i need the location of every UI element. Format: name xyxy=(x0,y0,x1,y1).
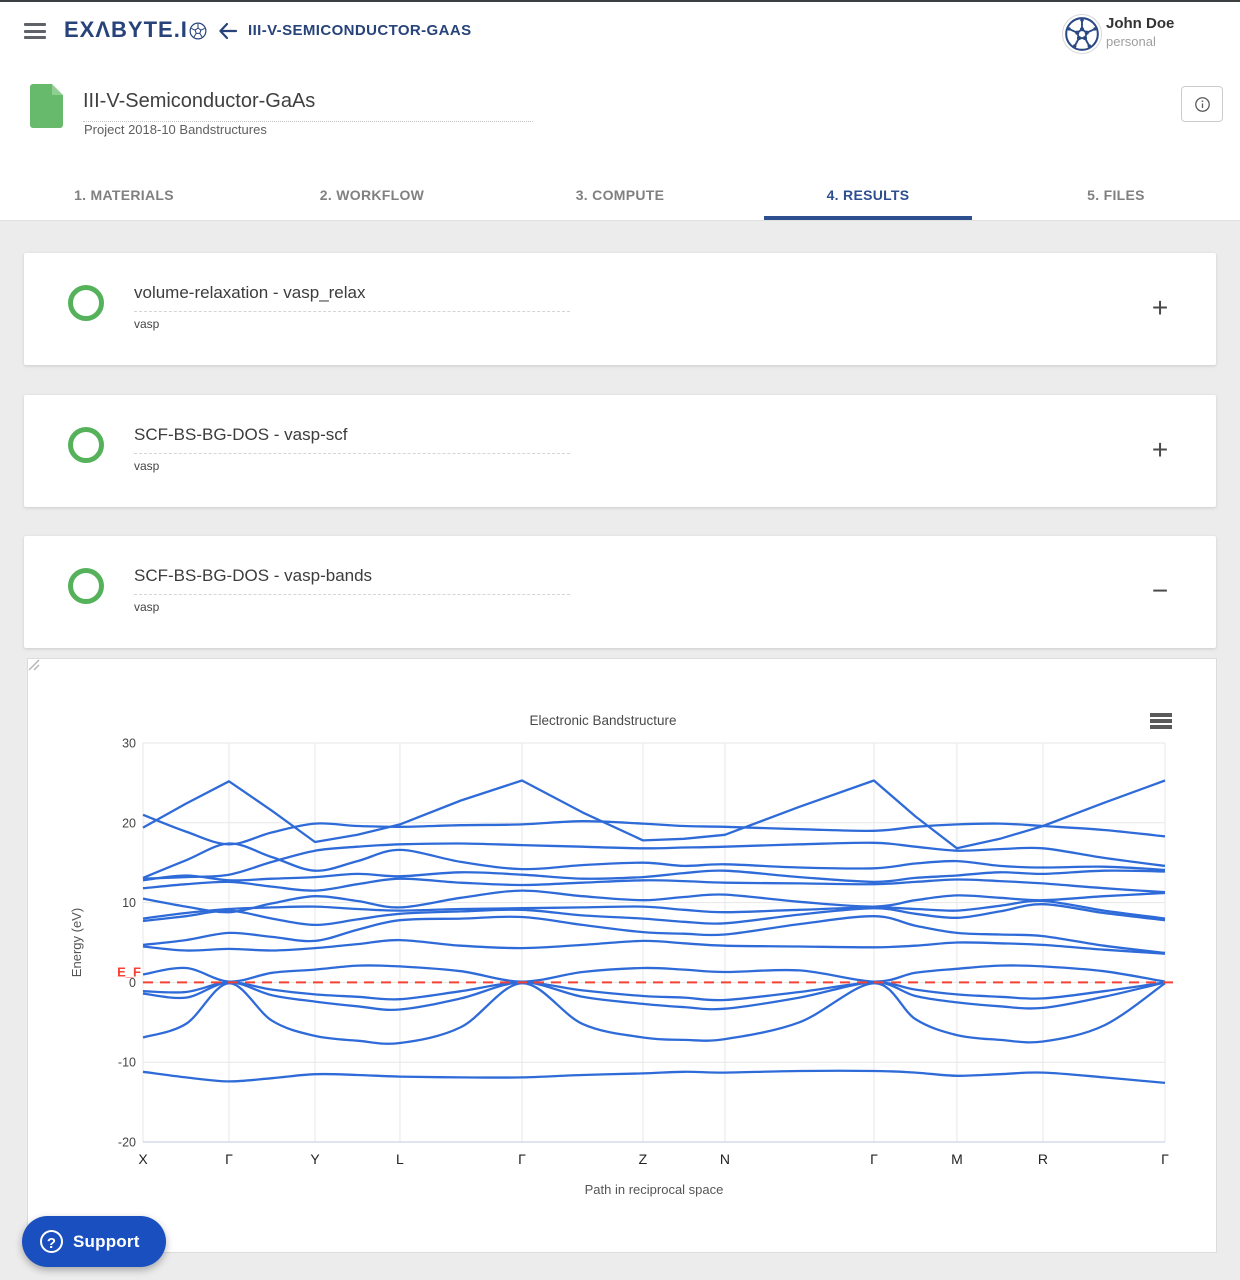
x-tick-label: X xyxy=(138,1151,148,1167)
card-subtitle: vasp xyxy=(134,317,160,331)
breadcrumb: III-V-SEMICONDUCTOR-GAAS xyxy=(248,22,472,39)
tab-files[interactable]: 5. FILES xyxy=(1087,187,1145,203)
y-tick-label: 30 xyxy=(122,737,136,751)
band-3 xyxy=(142,981,1166,1011)
info-button[interactable] xyxy=(1181,86,1223,122)
y-tick-label: 20 xyxy=(122,816,136,830)
card-title: volume-relaxation - vasp_relax xyxy=(134,283,570,312)
status-circle-icon xyxy=(68,285,104,321)
chart-title: Electronic Bandstructure xyxy=(529,713,676,728)
menu-icon[interactable] xyxy=(24,23,46,39)
logo[interactable]: EXΛBYTE.I xyxy=(64,17,207,46)
band-15 xyxy=(142,813,1166,846)
logo-ball-icon xyxy=(189,20,207,46)
band-12 xyxy=(142,869,1166,884)
band-7 xyxy=(142,915,1166,955)
page-title: III-V-Semiconductor-GaAs xyxy=(83,90,533,122)
tab-materials[interactable]: 1. MATERIALS xyxy=(74,187,174,203)
card-title: SCF-BS-BG-DOS - vasp-bands xyxy=(134,566,570,595)
y-tick-label: 0 xyxy=(129,976,136,990)
collapse-button[interactable]: − xyxy=(1151,575,1169,606)
unit-cards: volume-relaxation - vasp_relax vasp + SCF-B… xyxy=(24,253,1216,648)
y-tick-label: -10 xyxy=(118,1056,136,1070)
x-tick-label: M xyxy=(951,1151,963,1167)
card-subtitle: vasp xyxy=(134,600,160,614)
user-menu[interactable]: John Doe personal xyxy=(1000,12,1220,54)
unit-card: SCF-BS-BG-DOS - vasp-scf vasp + xyxy=(24,395,1216,507)
x-tick-label: Γ xyxy=(870,1151,878,1167)
page-subtitle: Project 2018-10 Bandstructures xyxy=(84,122,267,137)
x-tick-label: Γ xyxy=(518,1151,526,1167)
x-tick-label: Γ xyxy=(1161,1151,1169,1167)
top-bar: EXΛBYTE.I III-V-SEMICONDUCTOR-GAAS John … xyxy=(0,2,1240,59)
expand-button[interactable]: + xyxy=(1151,434,1169,465)
logo-text: EXΛBYTE.I xyxy=(64,17,188,42)
entity-header: III-V-Semiconductor-GaAs Project 2018-10… xyxy=(0,58,1240,171)
band-6 xyxy=(142,938,1166,955)
card-subtitle: vasp xyxy=(134,459,160,473)
tab-compute[interactable]: 3. COMPUTE xyxy=(575,187,665,203)
expand-button[interactable]: + xyxy=(1151,292,1169,323)
x-tick-label: N xyxy=(720,1151,730,1167)
fermi-level-label: E_F xyxy=(117,964,141,979)
band-16 xyxy=(142,841,1166,880)
band-4 xyxy=(142,981,1166,1002)
step-tabs: 1. MATERIALS 2. WORKFLOW 3. COMPUTE 4. RESU… xyxy=(0,170,1240,221)
band-14 xyxy=(142,779,1166,850)
band-13 xyxy=(142,842,1166,879)
band-8 xyxy=(142,903,1166,927)
y-axis-title: Energy (eV) xyxy=(69,908,84,977)
x-tick-label: L xyxy=(396,1151,404,1167)
y-tick-label: 10 xyxy=(122,896,136,910)
user-name: John Doe xyxy=(1106,15,1175,32)
status-circle-icon xyxy=(68,427,104,463)
status-circle-icon xyxy=(68,568,104,604)
x-tick-label: Z xyxy=(639,1151,648,1167)
x-tick-label: Y xyxy=(310,1151,320,1167)
y-tick-label: -20 xyxy=(118,1136,136,1150)
band-10 xyxy=(142,889,1166,914)
document-icon xyxy=(30,84,63,128)
band-1 xyxy=(142,1069,1166,1085)
bandstructure-panel: E_F 30 20 10 0 -10 -20 X Γ Y L Γ Z N Γ M R Γ Energy (eV) Pa… xyxy=(27,658,1217,1253)
x-axis-title: Path in reciprocal space xyxy=(585,1182,724,1197)
support-label: Support xyxy=(73,1231,140,1251)
chart-menu-icon[interactable] xyxy=(1150,713,1172,731)
tab-results[interactable]: 4. RESULTS xyxy=(744,170,992,220)
resize-gripper-icon[interactable] xyxy=(28,659,40,671)
band-11 xyxy=(142,877,1166,894)
question-icon: ? xyxy=(40,1230,63,1253)
avatar[interactable] xyxy=(1062,14,1102,54)
bandstructure-chart: E_F 30 20 10 0 -10 -20X Γ Y L Γ Z N Γ M R Γ Energy (eV) Pa… xyxy=(69,713,1176,1197)
x-tick-label: Γ xyxy=(225,1151,233,1167)
band-5 xyxy=(142,964,1166,983)
band-9 xyxy=(142,899,1166,920)
card-title: SCF-BS-BG-DOS - vasp-scf xyxy=(134,425,570,454)
tab-workflow[interactable]: 2. WORKFLOW xyxy=(319,187,425,203)
band-2 xyxy=(142,982,1166,1045)
unit-card: SCF-BS-BG-DOS - vasp-bands vasp − xyxy=(24,536,1216,648)
x-tick-label: R xyxy=(1038,1151,1048,1167)
support-button[interactable]: ? Support xyxy=(22,1216,166,1267)
window-top-border xyxy=(0,0,1240,2)
back-arrow-icon[interactable] xyxy=(216,19,240,43)
user-account-type: personal xyxy=(1106,34,1156,49)
